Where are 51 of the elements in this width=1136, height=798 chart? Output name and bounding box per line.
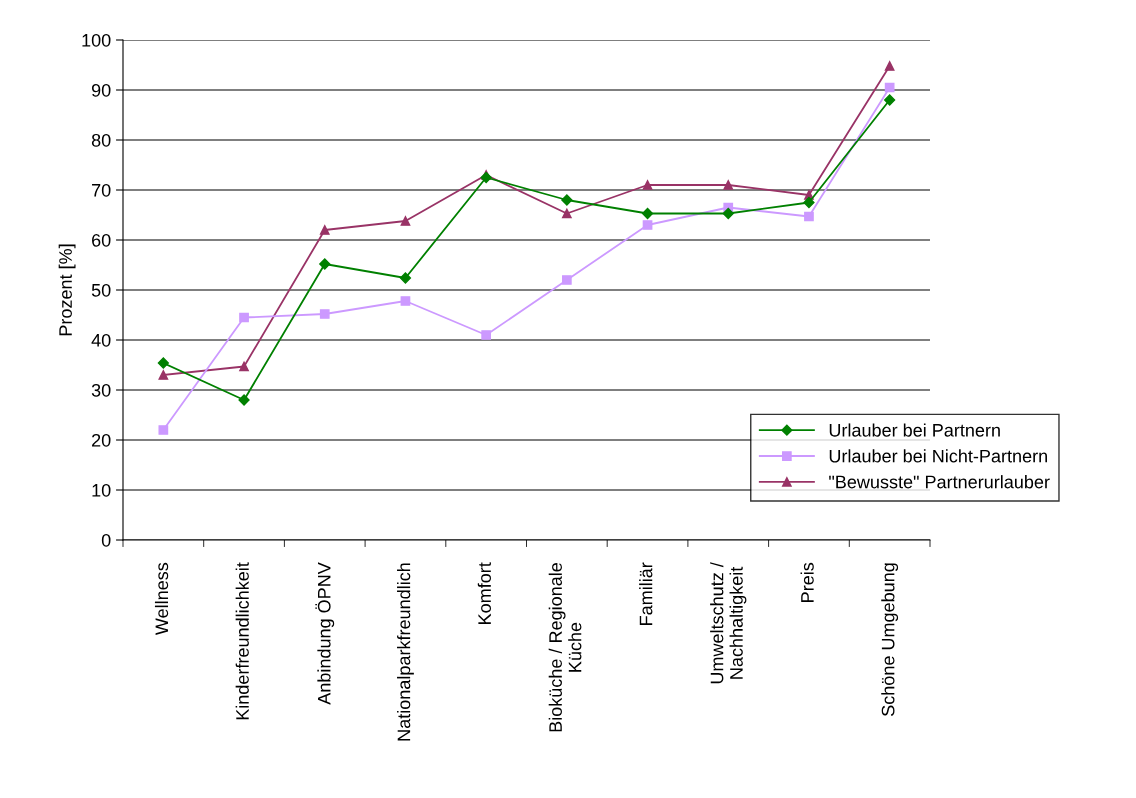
x-tick-label: Schöne Umgebung <box>881 563 899 716</box>
x-tick-label: Familiär <box>639 562 653 625</box>
y-tick-label: 20 <box>92 433 111 447</box>
x-tick-label: Komfort <box>477 562 491 624</box>
legend-label: Urlauber bei Partnern <box>829 423 1000 437</box>
point <box>561 194 573 206</box>
x-tick-label: Umweltschutz / Nachhaltigkeit <box>710 562 747 684</box>
point <box>157 357 169 369</box>
y-tick-label: 60 <box>92 233 111 247</box>
legend-label: Urlauber bei Nicht-Partnern <box>829 449 1047 463</box>
legend-label: "Bewusste" Partnerurlauber <box>829 475 1050 489</box>
point <box>722 207 734 220</box>
x-tick-label: Anbindung ÖPNV <box>315 562 335 705</box>
point <box>804 211 814 222</box>
point <box>481 330 492 340</box>
point <box>158 370 169 380</box>
point <box>561 208 572 219</box>
point <box>884 94 896 106</box>
point <box>400 216 411 226</box>
point <box>641 207 654 220</box>
y-tick-label: 10 <box>92 483 111 497</box>
x-tick-label: Kinderfreundlichkeit <box>235 562 249 720</box>
point <box>239 312 249 323</box>
y-tick-label: 100 <box>82 33 111 47</box>
x-tick-label: Bioküche / Regionale Küche <box>548 563 582 732</box>
point <box>723 180 734 190</box>
point <box>480 171 492 184</box>
point <box>158 425 169 435</box>
point <box>319 225 330 235</box>
x-tick-label: Preis <box>800 562 814 602</box>
point <box>884 61 895 71</box>
point <box>803 196 815 209</box>
y-tick-label: 40 <box>91 333 111 347</box>
y-tick-label: 0 <box>101 533 111 547</box>
point <box>319 309 330 319</box>
y-tick-label: 30 <box>91 383 111 397</box>
point <box>642 220 653 230</box>
y-tick-label: 50 <box>91 283 111 297</box>
point <box>400 296 411 306</box>
y-axis-title: Prozent [%] <box>58 244 76 336</box>
x-tick-label: Wellness <box>154 562 169 636</box>
point <box>319 258 331 270</box>
y-tick-label: 90 <box>91 83 111 97</box>
x-tick-label: Nationalparkfreundlich <box>397 563 414 741</box>
point <box>239 361 249 372</box>
point <box>561 275 572 285</box>
point <box>884 82 895 93</box>
y-tick-label: 70 <box>92 183 111 197</box>
point <box>642 180 653 190</box>
y-tick-label: 80 <box>91 133 111 147</box>
point <box>399 272 412 284</box>
